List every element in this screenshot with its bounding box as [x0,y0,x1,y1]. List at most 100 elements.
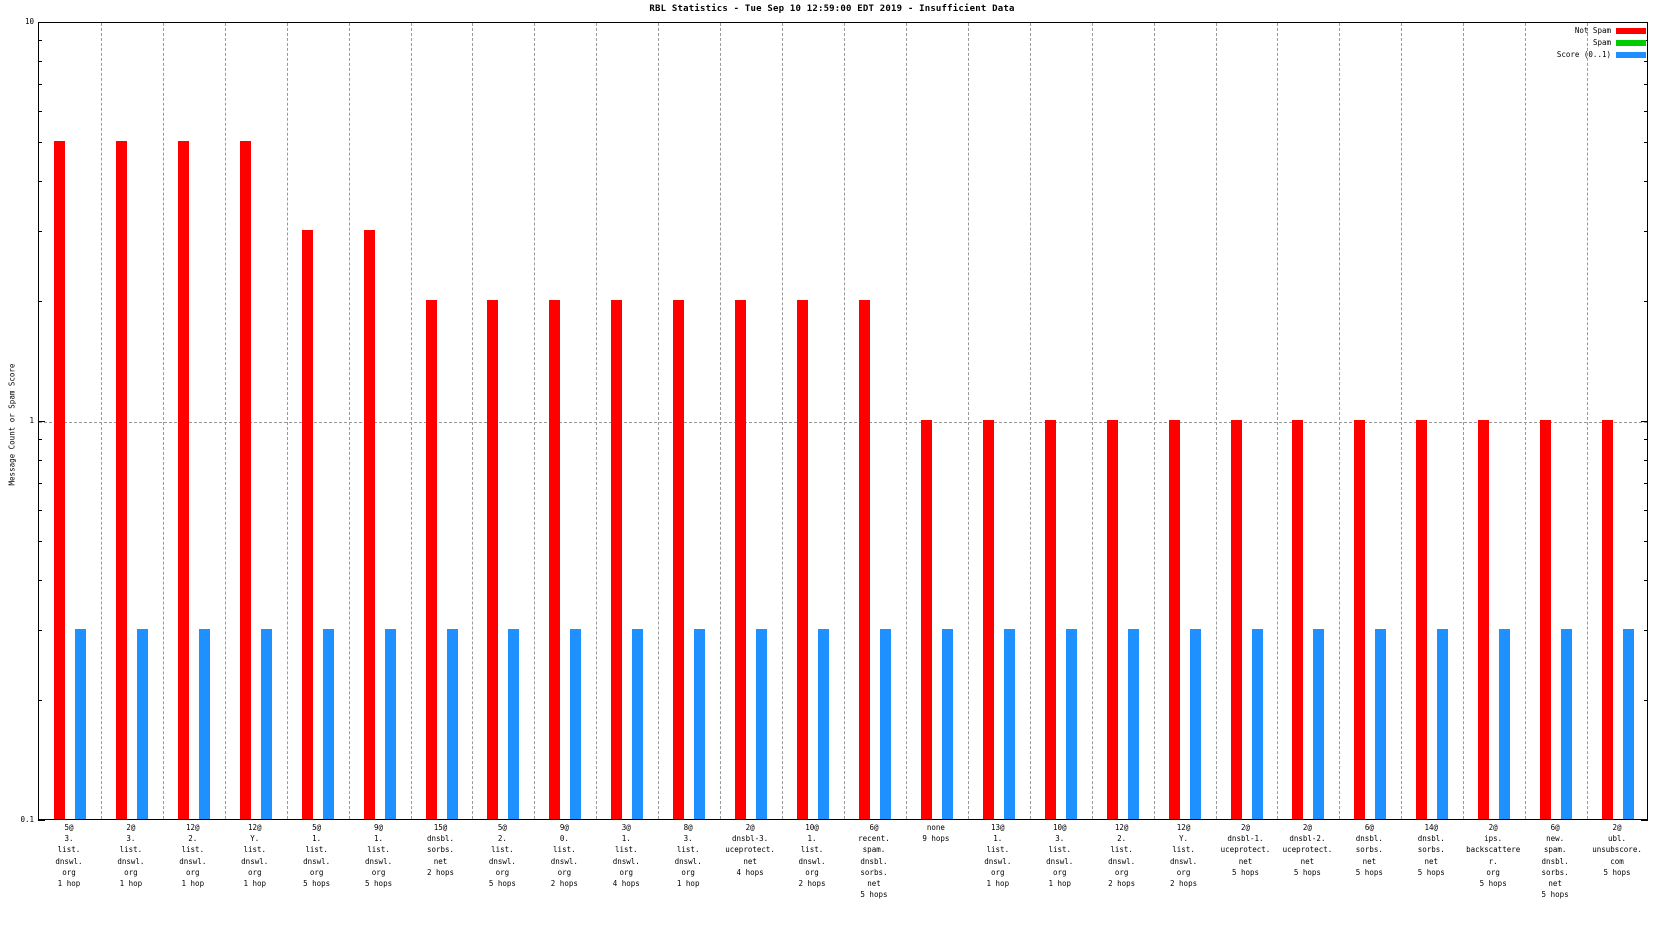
y-tick-minor [1644,439,1648,441]
bar-score-0-1 [1127,628,1139,819]
y-tick-minor [38,482,42,484]
y-tick-minor [38,180,42,182]
bar-score-0-1 [879,628,891,819]
y-tick-minor [1644,40,1648,42]
x-tick-label: 2@ dnsbl-1. uceprotect. net 5 hops [1220,823,1271,877]
legend-swatch-score [1616,51,1646,58]
y-tick-minor [38,142,42,144]
x-tick-label: 12@ Y. list. dnswl. org 2 hops [1170,823,1198,889]
y-tick-minor [38,83,42,85]
bar-score-0-1 [694,628,706,819]
x-tick-label: 8@ 3. list. dnswl. org 1 hop [674,823,702,889]
y-tick-minor [38,541,42,543]
bar-not-spam [239,141,251,819]
bar-score-0-1 [260,628,272,819]
bar-score-0-1 [818,628,830,819]
bar-not-spam [797,299,809,819]
y-tick-mark [38,820,45,821]
bar-not-spam [301,229,313,819]
y-tick-label: 0.1 [20,815,34,824]
y-tick-minor [1644,142,1648,144]
bar-not-spam [1416,420,1428,819]
y-tick-minor [38,230,42,232]
x-tick-label: 2@ dnsbl-3. uceprotect. net 4 hops [725,823,775,877]
bar-not-spam [549,299,561,819]
bar-not-spam [363,229,375,819]
vertical-gridline [410,23,412,819]
y-tick-mark [38,421,45,422]
x-tick-label: 3@ 1. list. dnswl. org 4 hops [612,823,640,889]
bar-score-0-1 [756,628,768,819]
bar-score-0-1 [941,628,953,819]
vertical-gridline [1091,23,1093,819]
chart-title: RBL Statistics - Tue Sep 10 12:59:00 EDT… [649,4,1015,14]
y-tick-minor [1644,110,1648,112]
y-tick-minor [1644,300,1648,302]
vertical-gridline [967,23,969,819]
y-tick-minor [1644,180,1648,182]
bar-not-spam [858,299,870,819]
y-tick-minor [38,459,42,461]
bar-not-spam [1354,420,1366,819]
vertical-gridline [534,23,536,819]
x-tick-label: 5@ 3. list. dnswl. org 1 hop [55,823,83,889]
bar-score-0-1 [632,628,644,819]
x-tick-label: 2@ ips. backscatterer. org 5 hops [1466,823,1521,889]
bar-not-spam [1478,420,1490,819]
y-tick-minor [1644,482,1648,484]
vertical-gridline [1153,23,1155,819]
y-tick-label: 1 [29,416,34,425]
x-tick-label: 15@ dnsbl. sorbs. net 2 hops [426,823,455,877]
bar-score-0-1 [570,628,582,819]
vertical-gridline [1525,23,1527,819]
bar-not-spam [735,299,747,819]
x-tick-label: 2@ ubl. unsubscore. com 5 hops [1592,823,1642,877]
bar-not-spam [673,299,685,819]
x-tick-label: 5@ 2. list. dnswl. org 5 hops [488,823,516,889]
bar-not-spam [1292,420,1304,819]
legend-item-score: Score (0..1) [1557,50,1646,59]
x-tick-label: 12@ 2. list. dnswl. org 1 hop [179,823,207,889]
y-tick-minor [38,60,42,62]
bar-not-spam [611,299,623,819]
vertical-gridline [162,23,164,819]
x-tick-label: 13@ 1. list. dnswl. org 1 hop [984,823,1012,889]
bar-score-0-1 [508,628,520,819]
x-axis-tick-labels: 5@ 3. list. dnswl. org 1 hop 2@ 3. list. … [38,822,1648,936]
legend-item-spam: Spam [1557,38,1646,47]
vertical-gridline [472,23,474,819]
legend-label-not-spam: Not Spam [1574,26,1611,35]
y-tick-minor [1644,459,1648,461]
x-tick-label: 14@ dnsbl. sorbs. net 5 hops [1417,823,1445,877]
legend: Not Spam Spam Score (0..1) [1557,26,1646,59]
bar-score-0-1 [1561,628,1573,819]
bar-not-spam [1168,420,1180,819]
vertical-gridline [100,23,102,819]
legend-label-spam: Spam [1592,38,1611,47]
bar-not-spam [1044,420,1056,819]
bar-score-0-1 [1313,628,1325,819]
bar-score-0-1 [1065,628,1077,819]
vertical-gridline [720,23,722,819]
bar-not-spam [1540,420,1552,819]
legend-item-not-spam: Not Spam [1557,26,1646,35]
horizontal-gridline [39,422,1647,423]
vertical-gridline [1029,23,1031,819]
bar-score-0-1 [136,628,148,819]
vertical-gridline [286,23,288,819]
y-tick-minor [1644,230,1648,232]
y-tick-minor [1644,60,1648,62]
vertical-gridline [1215,23,1217,819]
bar-score-0-1 [1623,628,1635,819]
y-tick-minor [38,110,42,112]
legend-swatch-not-spam [1616,27,1646,34]
bar-not-spam [115,141,127,819]
x-tick-label: 10@ 1. list. dnswl. org 2 hops [798,823,826,889]
bar-not-spam [487,299,499,819]
bar-not-spam [53,141,65,819]
vertical-gridline [905,23,907,819]
y-tick-label: 10 [24,17,34,26]
bar-not-spam [982,420,994,819]
bar-not-spam [177,141,189,819]
